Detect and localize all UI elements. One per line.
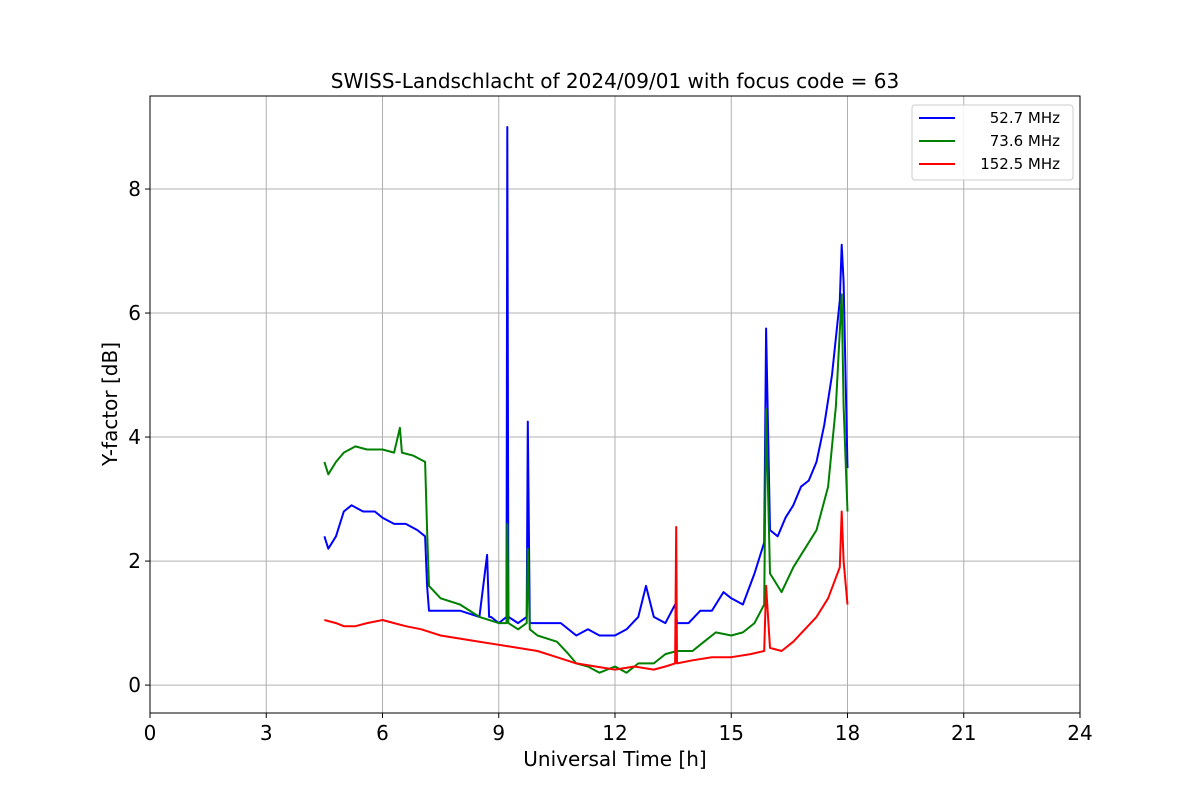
legend-label-3: 152.5 MHz	[980, 155, 1060, 173]
y-tick-label: 6	[128, 301, 141, 325]
x-tick-label: 9	[492, 721, 505, 745]
legend-label-1: 52.7 MHz	[990, 109, 1060, 127]
x-tick-label: 18	[835, 721, 860, 745]
y-axis-label: Y-factor [dB]	[98, 342, 122, 467]
chart-title: SWISS-Landschlacht of 2024/09/01 with fo…	[331, 69, 899, 93]
legend-box	[911, 104, 1074, 181]
series-line-3	[324, 510, 849, 671]
x-tick-label: 24	[1067, 721, 1092, 745]
y-tick-label: 4	[128, 425, 141, 449]
y-tick-label: 0	[128, 673, 141, 697]
x-tick-label: 12	[602, 721, 627, 745]
x-tick-label: 3	[260, 721, 273, 745]
series-line-1	[323, 126, 849, 637]
x-tick-label: 15	[719, 721, 744, 745]
y-tick-label: 8	[128, 177, 141, 201]
y-tick-label: 2	[128, 549, 141, 573]
x-tick-label: 21	[951, 721, 976, 745]
legend: 52.7 MHz 73.6 MHz 152.5 MHz	[911, 104, 1074, 181]
x-axis-label: Universal Time [h]	[523, 747, 706, 771]
series-layer	[323, 126, 849, 674]
series-line-2	[323, 293, 849, 674]
legend-label-2: 73.6 MHz	[990, 132, 1060, 150]
x-tick-label: 6	[376, 721, 389, 745]
x-tick-label: 0	[144, 721, 157, 745]
